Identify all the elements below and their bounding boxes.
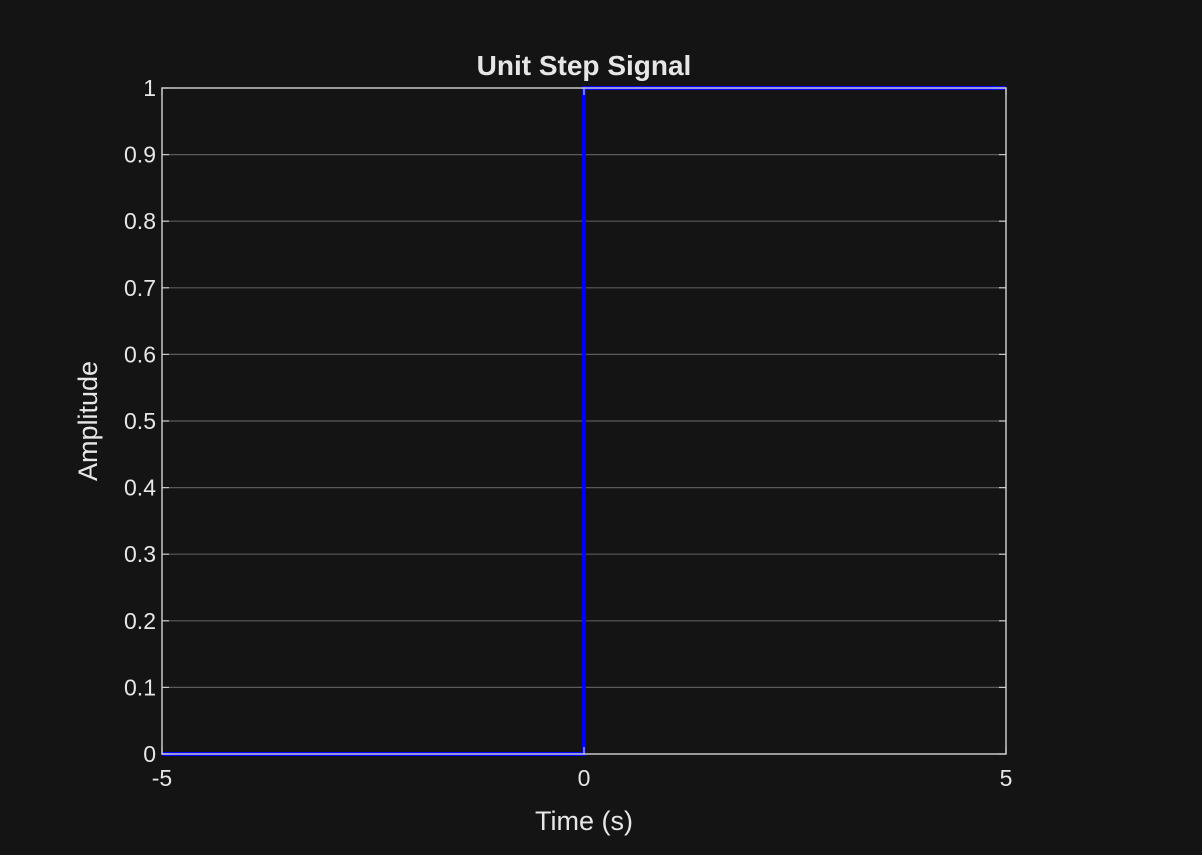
y-tick-label: 0 [143,741,156,767]
y-tick-label: 0.8 [124,208,156,234]
y-tick-label: 0.3 [124,541,156,567]
y-tick-labels: 0 0.1 0.2 0.3 0.4 0.5 0.6 0.7 0.8 0.9 1 [124,75,156,767]
chart-title: Unit Step Signal [477,50,692,81]
x-tick-label: 0 [578,765,591,791]
x-axis-label: Time (s) [535,806,633,836]
y-tick-label: 0.7 [124,275,156,301]
y-tick-label: 0.9 [124,142,156,168]
x-tick-label: -5 [152,765,172,791]
y-tick-label: 1 [143,75,156,101]
y-tick-label: 0.6 [124,341,156,367]
x-tick-label: 5 [1000,765,1013,791]
y-tick-label: 0.4 [124,475,156,501]
y-tick-label: 0.2 [124,608,156,634]
tick-marks [161,87,1007,755]
y-tick-label: 0.1 [124,674,156,700]
x-tick-labels: -5 0 5 [152,765,1013,791]
y-axis-label: Amplitude [73,361,103,481]
y-tick-label: 0.5 [124,408,156,434]
